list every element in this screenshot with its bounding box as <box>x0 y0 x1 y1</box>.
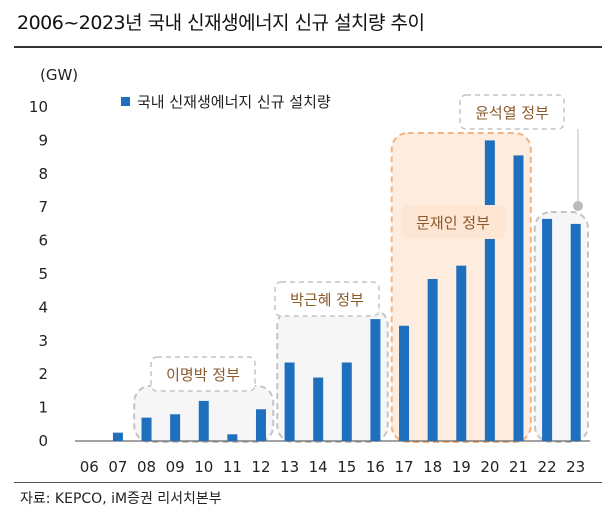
x-tick-label: 13 <box>280 458 299 476</box>
y-tick-label: 3 <box>38 332 48 350</box>
period-label-box <box>150 356 256 392</box>
bar <box>370 319 381 441</box>
label-connector-dot <box>573 201 583 211</box>
x-tick-label: 09 <box>166 458 185 476</box>
y-tick-label: 4 <box>38 298 48 316</box>
y-tick-label: 9 <box>38 131 48 149</box>
x-tick-label: 16 <box>366 458 385 476</box>
legend-swatch <box>121 97 130 106</box>
y-tick-label: 6 <box>38 232 48 250</box>
y-tick-label: 7 <box>38 198 48 216</box>
legend-label: 국내 신재생에너지 신규 설치량 <box>137 93 331 111</box>
bar <box>427 279 438 441</box>
period-label-box <box>274 281 380 317</box>
period-label: 윤석열 정부 <box>475 104 549 122</box>
x-tick-label: 15 <box>337 458 356 476</box>
government-period-box <box>276 308 389 443</box>
x-tick-label: 14 <box>309 458 328 476</box>
period-label-box <box>459 94 565 130</box>
chart-title: 2006~2023년 국내 신재생에너지 신규 설치량 추이 <box>17 12 425 34</box>
bar <box>542 218 553 441</box>
x-tick-label: 06 <box>80 458 99 476</box>
x-tick-label: 21 <box>509 458 528 476</box>
bar <box>227 434 238 441</box>
footer-divider <box>14 482 602 483</box>
bar <box>284 362 295 441</box>
y-tick-label: 1 <box>38 399 48 417</box>
y-tick-label: 0 <box>38 432 48 450</box>
period-label: 문재인 정부 <box>416 214 490 232</box>
period-label: 이명박 정부 <box>166 366 240 384</box>
x-tick-label: 17 <box>394 458 413 476</box>
bar <box>513 155 524 441</box>
bar <box>255 409 266 441</box>
bar <box>313 377 324 441</box>
bar <box>170 414 181 441</box>
bar <box>456 265 467 441</box>
x-tick-label: 11 <box>223 458 242 476</box>
bar <box>112 432 123 441</box>
period-label: 박근혜 정부 <box>290 291 364 309</box>
y-tick-label: 2 <box>38 365 48 383</box>
bar <box>484 140 495 441</box>
y-axis-unit: (GW) <box>40 66 78 84</box>
x-tick-label: 18 <box>423 458 442 476</box>
x-tick-label: 22 <box>538 458 557 476</box>
bar <box>570 223 581 441</box>
y-tick-label: 10 <box>29 98 48 116</box>
x-tick-label: 20 <box>480 458 499 476</box>
x-tick-label: 19 <box>452 458 471 476</box>
x-tick-label: 23 <box>566 458 585 476</box>
bar <box>399 325 410 441</box>
period-label-box <box>401 205 505 239</box>
source-note: 자료: KEPCO, iM증권 리서치본부 <box>20 491 222 507</box>
title-divider <box>14 46 602 48</box>
x-tick-label: 12 <box>251 458 270 476</box>
x-tick-label: 07 <box>108 458 127 476</box>
y-tick-label: 8 <box>38 165 48 183</box>
bar <box>198 400 209 441</box>
bar <box>341 362 352 441</box>
y-tick-label: 5 <box>38 265 48 283</box>
x-tick-label: 10 <box>194 458 213 476</box>
x-tick-label: 08 <box>137 458 156 476</box>
bar <box>141 417 152 441</box>
